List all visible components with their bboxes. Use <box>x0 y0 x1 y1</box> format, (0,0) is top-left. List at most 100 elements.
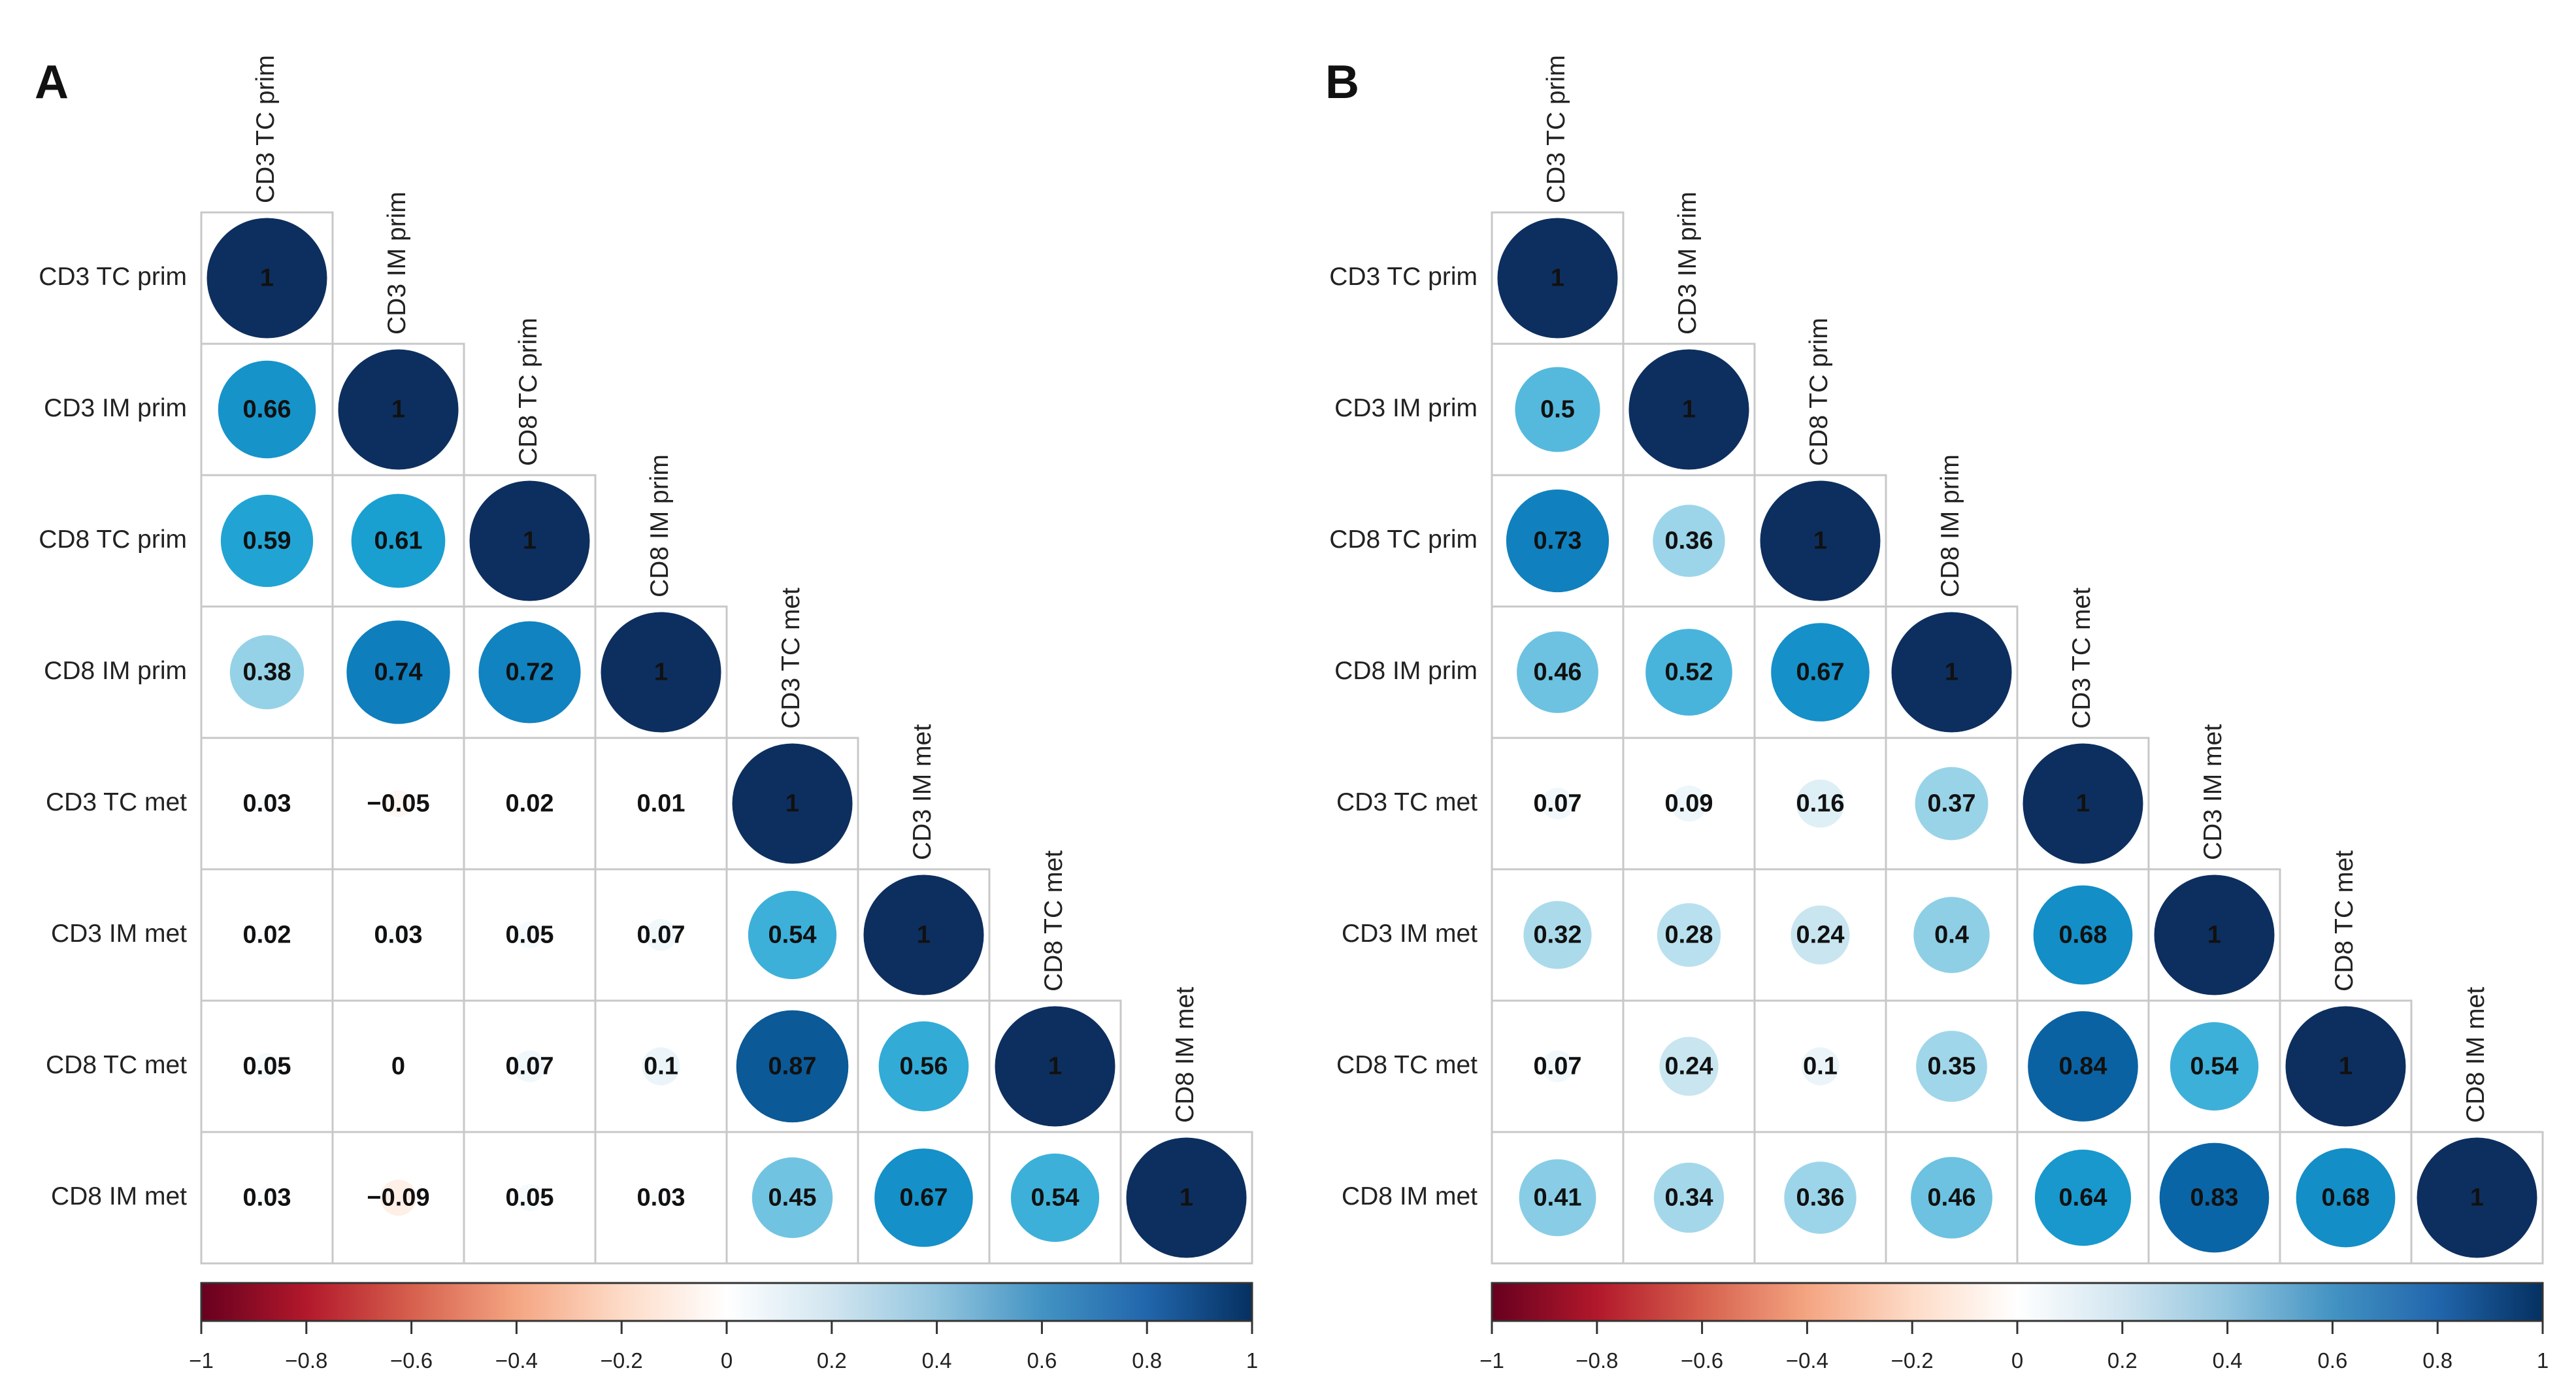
correlation-circle <box>256 793 278 814</box>
column-label-cd3-tc-met: CD3 TC met <box>777 588 805 729</box>
correlation-circle <box>748 890 837 980</box>
row-label-cd3-im-met: CD3 IM met <box>1342 920 1478 948</box>
correlation-value: 0.07 <box>637 922 685 949</box>
correlation-value: 0.24 <box>1796 922 1845 949</box>
colorbar-tick-label: −0.4 <box>495 1348 538 1373</box>
correlation-value: 1 <box>1551 265 1564 292</box>
correlation-circle <box>253 1052 281 1080</box>
colorbar-tick-label: 0.8 <box>1132 1348 1162 1373</box>
row-label-cd3-im-met: CD3 IM met <box>51 920 187 948</box>
correlation-circle <box>1913 897 1990 973</box>
colorbar-tick-label: −1 <box>189 1348 214 1373</box>
correlation-value: 0.02 <box>506 790 554 818</box>
column-label-cd8-im-prim: CD8 IM prim <box>1936 454 1964 597</box>
correlation-value: 1 <box>654 659 668 686</box>
correlation-circle <box>732 743 853 864</box>
correlation-circle <box>2285 1006 2406 1127</box>
column-label-cd8-tc-prim: CD8 TC prim <box>514 318 542 466</box>
correlation-circle <box>874 1148 973 1247</box>
colorbar-tick-label: −0.8 <box>1576 1348 1618 1373</box>
correlation-circle <box>516 1184 544 1212</box>
correlation-circle <box>229 635 305 710</box>
correlation-value: 0.68 <box>2059 922 2107 949</box>
colorbar-tick-label: 1 <box>1246 1348 1258 1373</box>
correlation-circle <box>2417 1137 2537 1258</box>
correlation-circle <box>1519 1159 1596 1237</box>
correlation-value: 0.56 <box>900 1053 948 1080</box>
panel-a: A CD3 TC prim CD3 IM prim CD8 TC prim CD8 IM… <box>35 55 1258 1373</box>
correlation-value: 1 <box>1048 1053 1062 1080</box>
correlation-circle <box>645 919 677 951</box>
panel-b: B CD3 TC prim CD3 IM prim CD8 TC prim CD8 IM… <box>1325 55 2549 1373</box>
colorbar-tick-label: 0 <box>721 1348 733 1373</box>
row-label-cd3-tc-met: CD3 TC met <box>46 788 187 816</box>
colorbar-tick-label: 0.6 <box>1027 1348 1057 1373</box>
row-label-cd3-tc-prim: CD3 TC prim <box>39 263 187 291</box>
correlation-value: 0.01 <box>637 790 685 818</box>
correlation-value: 0.72 <box>506 659 554 686</box>
correlation-circle <box>388 924 409 946</box>
correlation-circle <box>521 795 538 812</box>
correlation-value: 1 <box>260 265 274 292</box>
correlation-value: 0.03 <box>243 1184 291 1212</box>
correlation-value: 0.59 <box>243 527 291 555</box>
correlation-circle <box>1517 631 1598 713</box>
correlation-value: 0.54 <box>1031 1184 1080 1212</box>
row-label-cd8-im-met: CD8 IM met <box>1342 1182 1478 1210</box>
correlation-circle <box>1653 505 1725 577</box>
correlation-circle <box>1791 905 1850 965</box>
correlation-circle <box>2023 743 2143 864</box>
correlation-circle <box>258 926 276 944</box>
correlation-value: 1 <box>1682 396 1696 424</box>
correlation-value: 0.24 <box>1665 1053 1713 1080</box>
correlation-value: 1 <box>1813 527 1827 555</box>
correlation-value: 0.05 <box>506 922 554 949</box>
correlation-circle <box>1628 349 1749 470</box>
correlation-circle <box>1796 779 1845 828</box>
column-label-cd8-im-prim: CD8 IM prim <box>646 454 674 597</box>
correlation-circle <box>2159 1142 2270 1253</box>
correlation-value: 0.4 <box>1934 922 1969 949</box>
correlation-circle <box>516 921 544 949</box>
correlation-value: 0.07 <box>1534 790 1582 818</box>
correlation-circle <box>351 493 446 588</box>
correlation-value: 0.37 <box>1928 790 1976 818</box>
correlation-circle <box>469 480 590 601</box>
correlation-value: 0.05 <box>506 1184 554 1212</box>
correlation-circle <box>1891 612 2012 733</box>
correlation-circle <box>220 494 314 588</box>
correlation-value: −0.05 <box>367 790 429 818</box>
correlation-value: 1 <box>785 790 799 818</box>
correlation-value: 0.36 <box>1665 527 1713 555</box>
correlation-circle <box>1801 1047 1840 1086</box>
correlation-value: 0.45 <box>768 1184 817 1212</box>
correlation-value: 0.5 <box>1540 396 1575 424</box>
correlation-value: 0.84 <box>2059 1053 2107 1080</box>
correlation-circle <box>751 1157 833 1239</box>
correlation-circle <box>380 1179 417 1216</box>
correlation-circle <box>1497 218 1618 339</box>
panel-label: A <box>35 56 69 108</box>
correlation-value: 0.46 <box>1534 659 1582 686</box>
correlation-value: 0.16 <box>1796 790 1845 818</box>
correlation-circle <box>2154 875 2275 995</box>
correlation-circle <box>650 1187 672 1208</box>
correlation-circle <box>736 1010 849 1123</box>
correlation-circle <box>1010 1153 1100 1242</box>
correlation-circle <box>2034 1149 2132 1246</box>
correlation-circle <box>601 612 721 733</box>
matrix-cell <box>1119 1131 1253 1265</box>
colorbar-tick-label: 1 <box>2537 1348 2549 1373</box>
correlation-value: 0.32 <box>1534 922 1582 949</box>
correlation-value: 0.54 <box>768 922 817 949</box>
correlation-value: 1 <box>2339 1053 2353 1080</box>
colorbar-tick-label: −0.2 <box>601 1348 643 1373</box>
colorbar-tick-label: −1 <box>1479 1348 1504 1373</box>
correlation-value: 0.73 <box>1534 527 1582 555</box>
correlation-value: 0.68 <box>2322 1184 2370 1212</box>
correlation-value: 0.09 <box>1665 790 1713 818</box>
colorbar-tick-label: −0.8 <box>285 1348 327 1373</box>
correlation-circle <box>1659 1037 1719 1096</box>
correlation-value: 0.83 <box>2190 1184 2239 1212</box>
